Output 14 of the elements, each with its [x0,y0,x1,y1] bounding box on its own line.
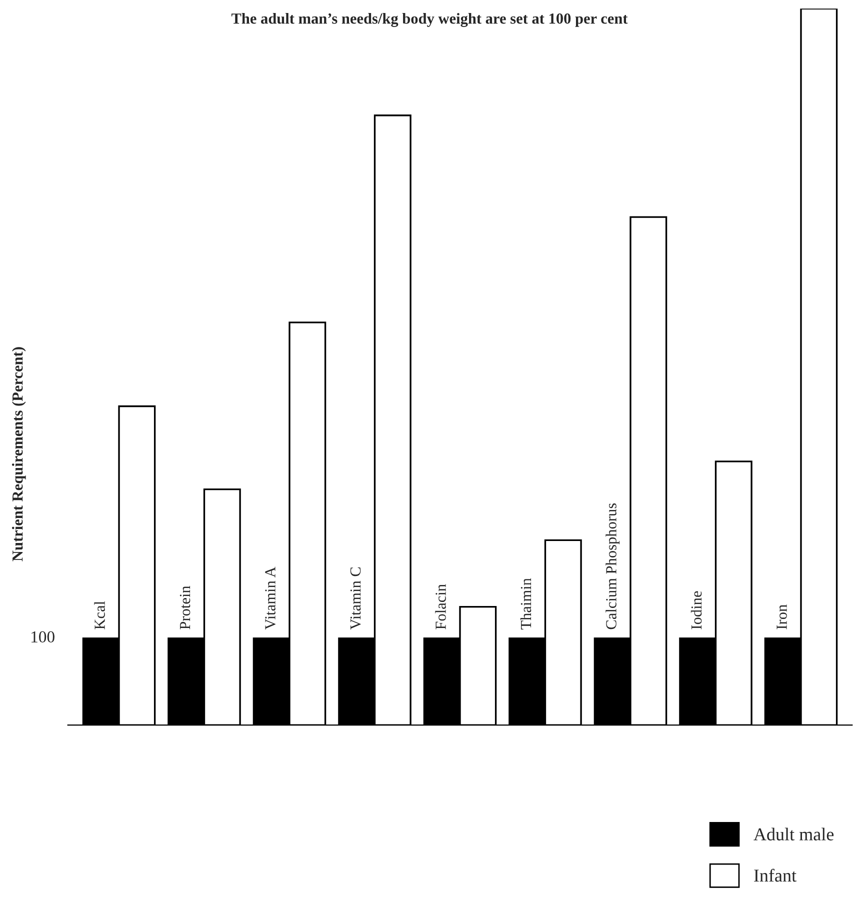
x-tick-label: Vitamin A [265,566,276,630]
x-tick-label: Protein [180,586,190,630]
x-tick-label: Thaimin [520,578,532,630]
x-tick-label: Calcium Phosphorus [606,503,620,630]
legend-label: Infant [754,868,796,882]
x-tick-label: Kcal [94,601,105,630]
legend-label: Adult male [754,828,834,840]
x-tick-label: Iron [776,604,787,630]
chart-title: The adult man’s needs/kg body weight are set at 100 per cent [231,12,628,27]
x-tick-label: Folacin [435,584,446,630]
y-axis-title: Nutrient Requirements (Percent) [12,347,26,562]
x-tick-label: Vitamin C [350,567,361,630]
x-tick-label: Iodine [690,591,702,630]
text: 100 [32,631,54,643]
